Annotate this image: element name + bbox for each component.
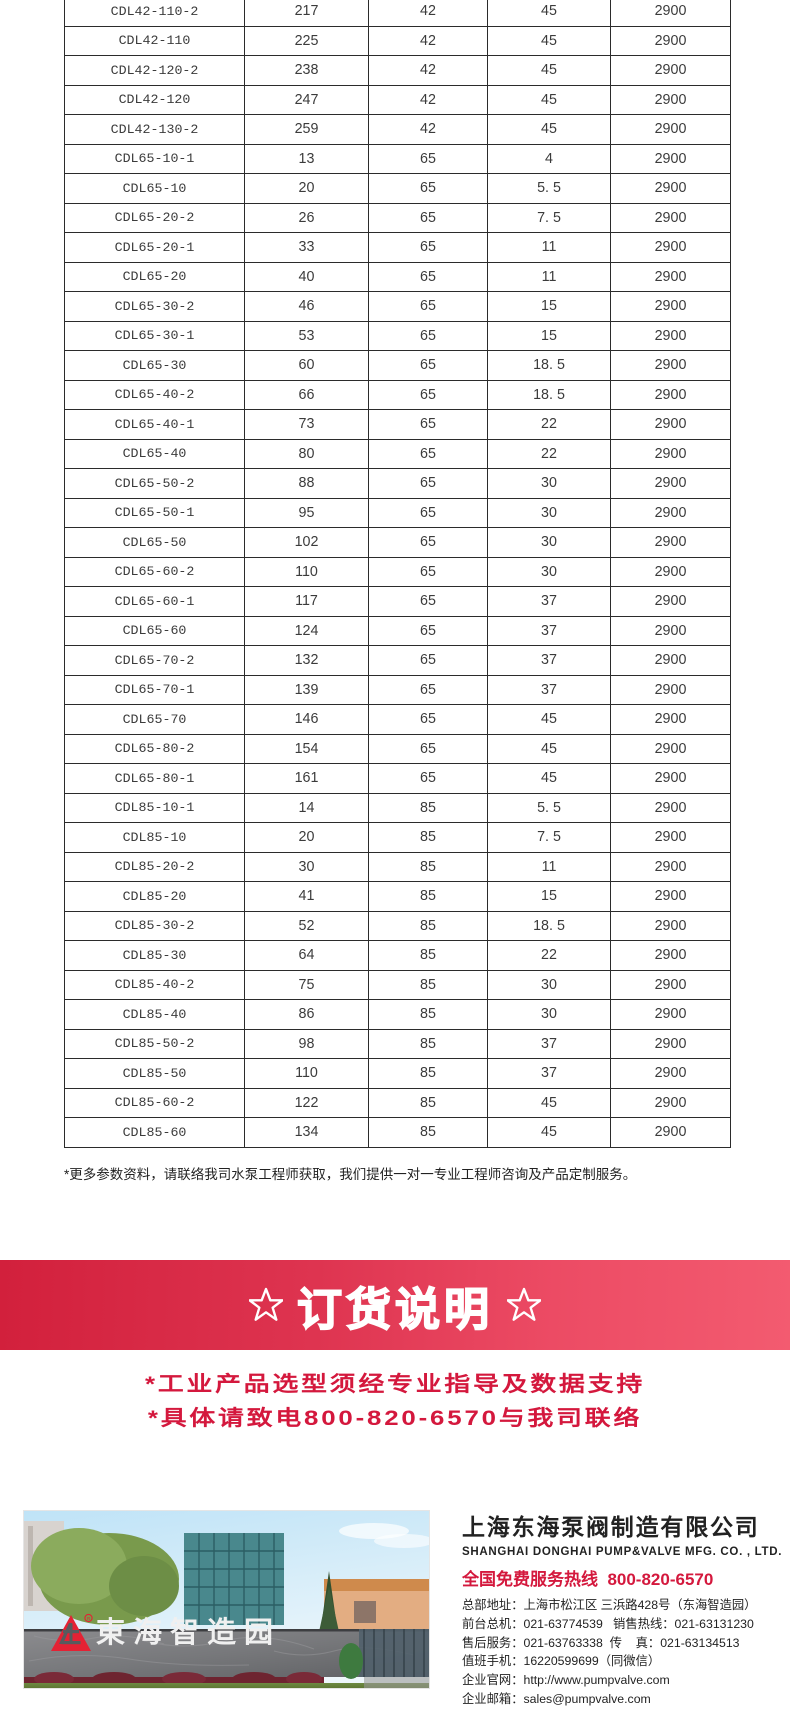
svg-text:R: R xyxy=(87,1616,91,1621)
